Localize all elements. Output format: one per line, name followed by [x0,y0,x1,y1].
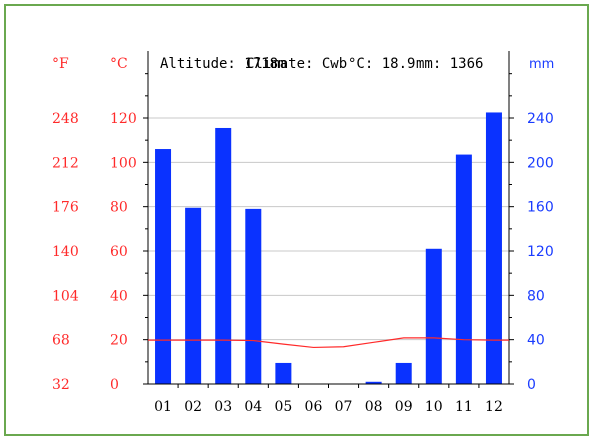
month-tick-label: 05 [274,399,292,415]
month-tick-label: 08 [365,399,383,415]
month-tick-label: 06 [305,399,323,415]
precipitation-bar-08 [365,381,382,384]
fahrenheit-tick-label: 104 [52,288,79,304]
month-tick-label: 12 [485,399,503,415]
month-tick-label: 11 [455,399,473,415]
mean-temperature-text: °C: 18.9 [348,56,415,72]
celsius-tick-label: 100 [110,155,137,171]
precipitation-bar-12 [485,112,502,384]
celsius-tick-label: 40 [110,288,128,304]
precipitation-bar-04 [245,208,262,384]
celsius-tick-label: 120 [110,111,137,127]
precipitation-bar-10 [425,248,442,384]
climate-text: Climate: Cwb [246,56,347,72]
month-tick-label: 09 [395,399,413,415]
month-tick-label: 07 [335,399,353,415]
fahrenheit-tick-label: 32 [52,377,70,393]
fahrenheit-tick-label: 212 [52,155,79,171]
month-tick-label: 02 [184,399,202,415]
month-tick-label: 04 [244,399,262,415]
celsius-tick-label: 20 [110,333,128,349]
month-tick-label: 01 [154,399,172,415]
precipitation-bar-03 [215,127,232,384]
climate-chart: °F °C mm Altitude: 1718m Climate: Cwb °C… [52,51,554,415]
celsius-tick-label: 80 [110,200,128,216]
celsius-tick-label: 0 [110,377,119,393]
precipitation-bar-01 [155,149,172,384]
mm-unit-label: mm [529,57,554,72]
celsius-tick-label: 60 [110,244,128,260]
fahrenheit-tick-label: 176 [52,200,79,216]
mm-tick-label: 160 [527,200,554,216]
fahrenheit-tick-label: 140 [52,244,79,260]
climate-chart-frame: °F °C mm Altitude: 1718m Climate: Cwb °C… [4,4,589,436]
celsius-unit-label: °C [110,56,128,72]
mm-tick-label: 40 [527,333,545,349]
mm-tick-label: 200 [527,155,554,171]
mm-tick-label: 240 [527,111,554,127]
precipitation-bar-09 [395,362,412,384]
mm-tick-label: 0 [527,377,536,393]
temperature-line [148,337,509,349]
precipitation-bar-02 [185,207,202,384]
precipitation-bar-05 [275,362,292,384]
fahrenheit-unit-label: °F [52,56,69,72]
fahrenheit-tick-label: 248 [52,111,79,127]
mm-tick-label: 80 [527,288,545,304]
month-tick-label: 10 [425,399,443,415]
altitude-text: Altitude: 1718m [160,56,286,72]
month-tick-label: 03 [214,399,232,415]
annual-precipitation-text: mm: 1366 [416,56,483,72]
fahrenheit-tick-label: 68 [52,333,70,349]
mm-tick-label: 120 [527,244,554,260]
precipitation-bar-11 [455,154,472,384]
